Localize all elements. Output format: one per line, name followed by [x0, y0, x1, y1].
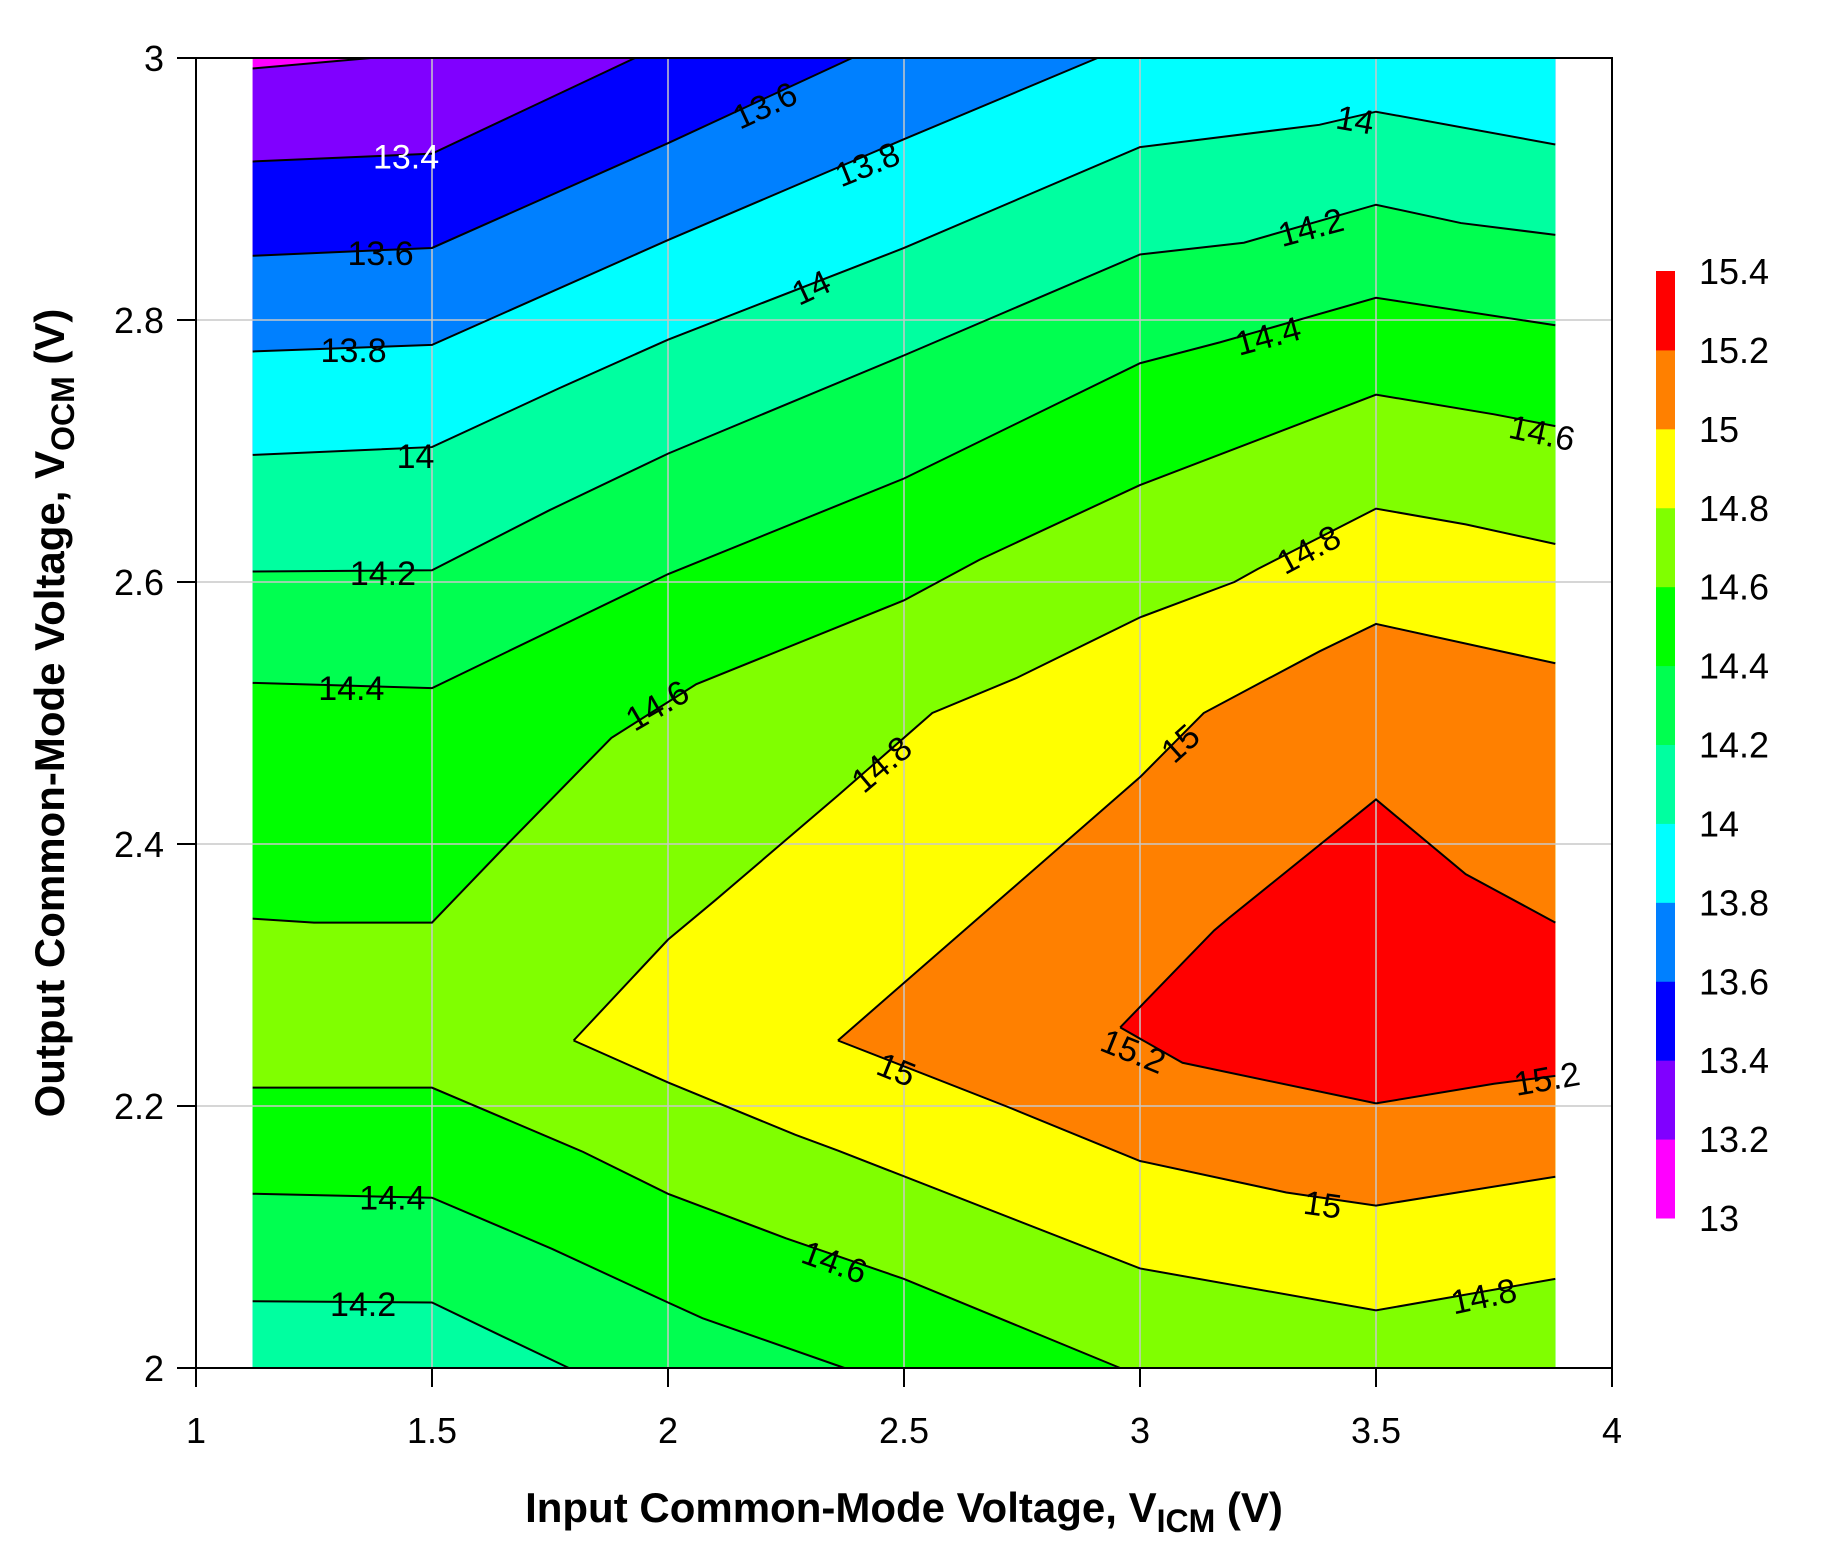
colorbar-swatch-14: [1656, 744, 1675, 824]
x-tick-label: 4: [1602, 1410, 1622, 1451]
contour-lines: [252, 57, 1556, 1369]
y-tick-label: 2: [144, 1348, 164, 1389]
contour-band-15.2: [1120, 799, 1556, 1104]
colorbar-label: 14.2: [1699, 725, 1769, 766]
contour-label: 14.4: [359, 1180, 425, 1218]
colorbar-label: 15.2: [1699, 330, 1769, 371]
y-tick-label: 2.2: [114, 1086, 164, 1127]
x-tick-label: 1: [186, 1410, 206, 1451]
colorbar-label: 15.4: [1699, 251, 1769, 292]
colorbar-swatch-15.2: [1656, 271, 1675, 351]
colorbar-swatch-13.6: [1656, 902, 1675, 982]
contour-label: 14: [397, 438, 435, 476]
y-tick-label: 2.4: [114, 824, 164, 865]
colorbar-swatch-14.8: [1656, 428, 1675, 509]
colorbar-label: 14.4: [1699, 646, 1769, 687]
contour-line-13.2: [252, 57, 371, 70]
x-tick-label: 1.5: [407, 1410, 457, 1451]
colorbar-label: 14.8: [1699, 488, 1769, 529]
colorbar-label: 15: [1699, 409, 1739, 450]
colorbar-swatch-13: [1656, 1139, 1675, 1219]
colorbar-swatch-13.2: [1656, 1060, 1675, 1140]
colorbar-swatch-13.4: [1656, 981, 1675, 1061]
contour-label: 15: [1301, 1184, 1344, 1227]
axis-ticks: 1 1.5 2 2.5 3 3.5 4 2 2.2 2.4 2.6 2.8 3: [114, 38, 1622, 1451]
colorbar: 13 13.2 13.4 13.6 13.8 14 14.2 14.4 14.6 14.8 15 15…: [1656, 251, 1769, 1239]
colorbar-label: 13: [1699, 1198, 1739, 1239]
y-axis-title: Output Common-Mode Voltage, VOCM (V): [26, 309, 81, 1118]
contour-line-13.6: [252, 57, 853, 257]
colorbar-label: 13.6: [1699, 961, 1769, 1002]
contour-line-14.4: [252, 296, 1556, 1369]
colorbar-swatch-13.8: [1656, 823, 1675, 903]
contour-line-14.8: [572, 507, 1556, 1312]
contour-label: 13.6: [347, 235, 413, 273]
contour-line-13.8: [252, 57, 1098, 353]
contour-label: 14.2: [350, 555, 416, 593]
x-axis-title: Input Common-Mode Voltage, VICM (V): [525, 1484, 1283, 1539]
contour-line-14: [252, 110, 1556, 456]
colorbar-swatch-15: [1656, 349, 1675, 430]
contour-line-15.2: [1119, 798, 1556, 1105]
colorbar-label: 13.8: [1699, 882, 1769, 923]
colorbar-swatch-14.2: [1656, 665, 1675, 745]
x-tick-label: 3: [1130, 1410, 1150, 1451]
colorbar-swatch-14.6: [1656, 507, 1675, 588]
contour-line-13.4: [252, 57, 636, 163]
y-tick-label: 3: [144, 38, 164, 79]
colorbar-label: 13.4: [1699, 1040, 1769, 1081]
y-tick-label: 2.6: [114, 562, 164, 603]
contour-label: 14: [1333, 99, 1377, 143]
contour-line-15: [837, 622, 1556, 1207]
contour-label: 14.2: [330, 1286, 396, 1324]
colorbar-swatch-14.4: [1656, 586, 1675, 667]
contour-line-14.2: [252, 203, 1556, 1369]
contour-label: 13.8: [321, 332, 387, 370]
grid-lines: [196, 58, 1612, 1368]
colorbar-label: 14: [1699, 803, 1739, 844]
x-tick-label: 3.5: [1351, 1410, 1401, 1451]
y-tick-label: 2.8: [114, 300, 164, 341]
contour-label: 14.4: [318, 670, 384, 708]
x-tick-label: 2.5: [879, 1410, 929, 1451]
contour-line-14.6: [252, 393, 1556, 1369]
x-tick-label: 2: [658, 1410, 678, 1451]
contour-label: 13.4: [373, 138, 439, 176]
colorbar-label: 14.6: [1699, 567, 1769, 608]
colorbar-label: 13.2: [1699, 1119, 1769, 1160]
